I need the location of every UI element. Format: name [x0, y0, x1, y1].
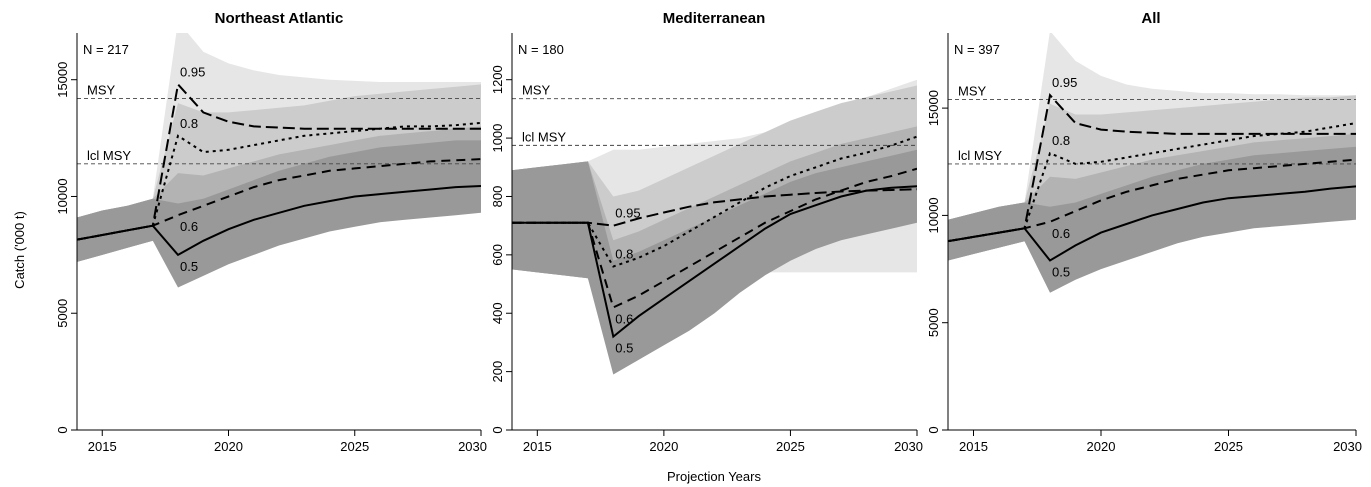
y-tick-label: 10000	[55, 178, 70, 214]
y-tick-label: 5000	[55, 299, 70, 328]
y-tick-label: 10000	[926, 197, 941, 233]
y-tick-label: 15000	[926, 90, 941, 126]
panel-title: All	[1141, 10, 1160, 27]
y-tick-label: 200	[490, 361, 505, 383]
series-label: 0.5	[615, 341, 633, 356]
series-label: 0.8	[180, 116, 198, 131]
panel-title: Mediterranean	[663, 10, 766, 27]
y-tick-label: 0	[55, 426, 70, 433]
reference-line-label: MSY	[522, 83, 551, 98]
reference-line-label: MSY	[958, 84, 987, 99]
x-tick-label: 2020	[649, 439, 678, 454]
x-tick-label: 2015	[88, 439, 117, 454]
plot-area	[77, 33, 481, 288]
y-tick-label: 1200	[490, 65, 505, 94]
panel-mediterranean: Mediterranean MSY lcl MSY 0.95 0.8 0.6 0.5 0 20…	[490, 10, 923, 454]
sample-size-label: N = 217	[83, 42, 129, 57]
reference-line-label: lcl MSY	[958, 148, 1002, 163]
series-label: 0.5	[180, 259, 198, 274]
x-tick-label: 2030	[894, 439, 923, 454]
series-label: 0.8	[615, 247, 633, 262]
x-tick-label: 2025	[340, 439, 369, 454]
x-tick-label: 2015	[523, 439, 552, 454]
plot-area	[512, 79, 917, 375]
band-0-5	[948, 146, 1356, 293]
reference-line-label: lcl MSY	[522, 129, 566, 144]
plot-area	[948, 33, 1356, 293]
series-line-0-5	[948, 185, 1356, 262]
reference-line-label: MSY	[87, 82, 116, 97]
band-0-5	[77, 140, 481, 288]
y-tick-label: 5000	[926, 308, 941, 337]
y-tick-label: 15000	[55, 62, 70, 98]
x-axis-label: Projection Years	[667, 469, 761, 484]
panel-northeast-atlantic: Northeast Atlantic MSY lcl MSY 0.95 0.8 0.6 0…	[55, 10, 487, 454]
panel-title: Northeast Atlantic	[215, 10, 344, 27]
y-tick-label: 0	[490, 426, 505, 433]
x-tick-label: 2025	[776, 439, 805, 454]
x-tick-label: 2030	[458, 439, 487, 454]
series-label: 0.8	[1052, 133, 1070, 148]
y-tick-label: 600	[490, 244, 505, 266]
series-label: 0.95	[615, 206, 640, 221]
y-tick-label: 400	[490, 302, 505, 324]
y-tick-label: 0	[926, 426, 941, 433]
series-label: 0.6	[180, 219, 198, 234]
x-tick-label: 2020	[214, 439, 243, 454]
reference-line-label: lcl MSY	[87, 148, 131, 163]
series-label: 0.5	[1052, 264, 1070, 279]
series-line-0-5	[512, 185, 917, 339]
series-line-0-8	[512, 135, 917, 268]
series-label: 0.6	[1052, 226, 1070, 241]
x-tick-label: 2015	[959, 439, 988, 454]
y-tick-label: 1000	[490, 124, 505, 153]
panel-all: All MSY lcl MSY 0.95 0.8 0.6 0.5 0 5000 10000 150…	[926, 10, 1362, 454]
y-tick-label: 800	[490, 186, 505, 208]
x-tick-label: 2025	[1214, 439, 1243, 454]
series-line-0-95	[512, 188, 917, 227]
sample-size-label: N = 397	[954, 42, 1000, 57]
series-label: 0.6	[615, 311, 633, 326]
series-label: 0.95	[1052, 75, 1077, 90]
series-line-0-8	[948, 122, 1356, 243]
y-axis-label: Catch ('000 t)	[12, 211, 27, 289]
x-tick-label: 2030	[1333, 439, 1362, 454]
x-tick-label: 2020	[1087, 439, 1116, 454]
sample-size-label: N = 180	[518, 42, 564, 57]
series-line-0-5	[77, 185, 481, 257]
series-label: 0.95	[180, 64, 205, 79]
